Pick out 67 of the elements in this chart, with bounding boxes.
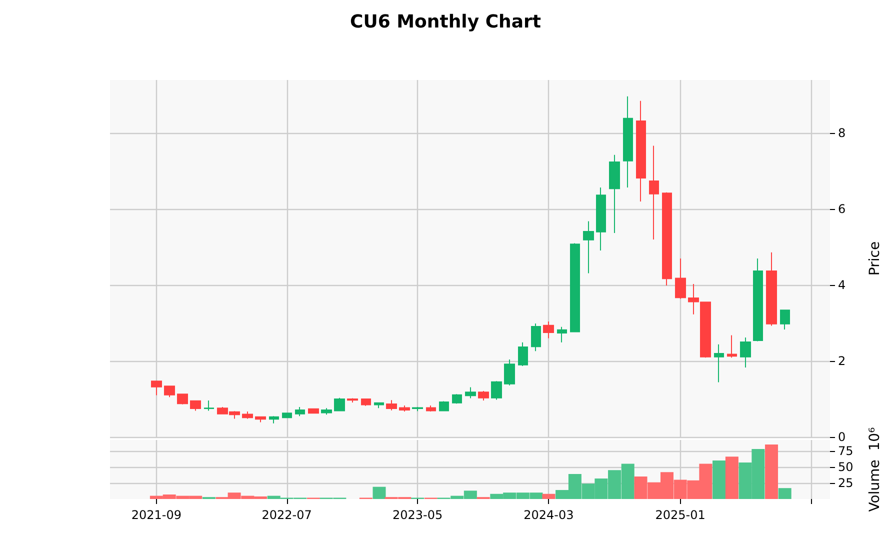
candlestick xyxy=(465,386,476,399)
candlestick xyxy=(190,400,201,412)
bar xyxy=(712,460,726,499)
candlestick xyxy=(399,404,410,412)
y-tick-label: 6 xyxy=(838,202,846,216)
candlestick xyxy=(714,344,724,383)
candlestick xyxy=(675,258,686,300)
candlestick xyxy=(177,393,188,405)
bar xyxy=(725,456,738,499)
candlestick xyxy=(609,154,620,234)
candlestick xyxy=(282,412,292,419)
candlestick xyxy=(255,416,266,423)
bar xyxy=(372,486,386,499)
candlestick xyxy=(636,100,646,202)
y-tick-label: 2 xyxy=(838,354,846,368)
y-tick-label: 50 xyxy=(838,460,854,474)
candlestick xyxy=(491,380,502,400)
candlestick xyxy=(164,386,175,398)
candlestick xyxy=(596,186,606,252)
y-tick-label: 25 xyxy=(838,476,854,490)
candlestick xyxy=(583,220,594,274)
candlestick xyxy=(269,416,279,424)
candlestick xyxy=(518,342,528,366)
candlestick xyxy=(623,96,633,188)
bar xyxy=(542,494,556,499)
y-tick-label: 4 xyxy=(838,278,846,292)
y-tick-label: 75 xyxy=(838,444,854,458)
candlestick xyxy=(347,398,358,403)
candlestick xyxy=(780,310,790,330)
x-tick-label: 2023-05 xyxy=(392,508,443,522)
candlestick xyxy=(478,390,489,402)
x-tick-label: 2021-09 xyxy=(131,508,182,522)
candlestick xyxy=(531,322,541,352)
candlestick xyxy=(204,400,214,412)
y-tick-label: 0 xyxy=(838,430,846,444)
candlestick xyxy=(426,404,436,412)
candlestick xyxy=(753,258,763,342)
x-tick-label: 2024-03 xyxy=(524,508,574,522)
candlestick xyxy=(740,336,751,368)
candlestick xyxy=(242,411,253,420)
candlestick xyxy=(439,400,449,412)
candlestick xyxy=(504,359,515,386)
x-tick-label: 2022-07 xyxy=(262,508,312,522)
bar xyxy=(778,488,792,499)
candlestick xyxy=(334,397,345,412)
candlestick xyxy=(727,334,737,358)
candlestick xyxy=(452,394,462,404)
candlestick xyxy=(386,400,397,411)
candlestick xyxy=(151,380,162,396)
candlestick xyxy=(308,408,319,414)
candlestick xyxy=(557,326,567,343)
candlestick xyxy=(361,398,371,406)
y-axis-title: Volume 10⁶ xyxy=(867,426,883,512)
candlestick xyxy=(321,408,332,416)
candlestick xyxy=(662,192,672,286)
candlestick xyxy=(412,406,423,412)
candlestick xyxy=(570,242,580,333)
bar xyxy=(765,444,778,499)
x-tick-label: 2025-01 xyxy=(655,508,706,522)
candlestick xyxy=(543,321,554,339)
candlestick xyxy=(374,402,384,409)
y-axis-title: Price xyxy=(867,241,883,276)
y-tick-label: 8 xyxy=(838,126,846,140)
candlestick xyxy=(649,145,659,240)
chart-title: CU6 Monthly Chart xyxy=(350,12,542,32)
candlestick xyxy=(766,252,777,326)
candlestick xyxy=(295,406,305,417)
